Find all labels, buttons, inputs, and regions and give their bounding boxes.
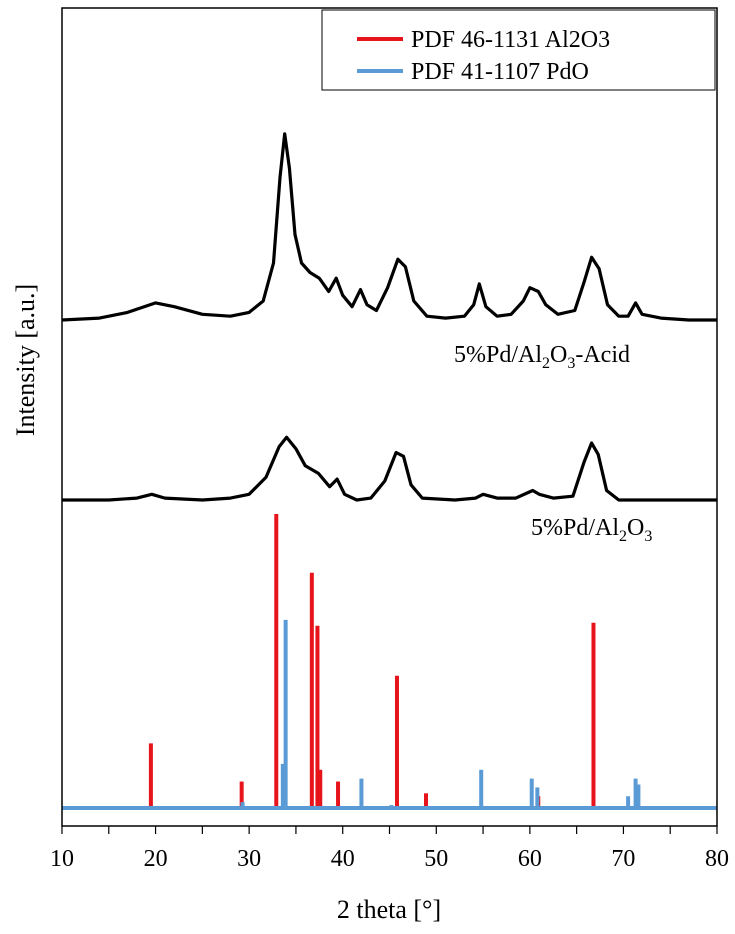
plot-frame (62, 8, 717, 826)
x-axis-ticks: 10 20 30 40 50 60 70 80 (50, 826, 729, 872)
sample-label-acid: 5%Pd/Al2O3-Acid (454, 342, 630, 372)
x-tick-label: 20 (144, 846, 168, 872)
y-axis-title: Intensity [a.u.] (11, 284, 40, 436)
x-tick-label: 10 (50, 846, 74, 872)
x-tick-label: 50 (424, 846, 448, 872)
x-tick-label: 80 (705, 846, 729, 872)
curve-pd-al2o3-acid (62, 134, 717, 320)
legend-label-al2o3: PDF 46-1131 Al2O3 (411, 27, 610, 53)
x-tick-label: 70 (611, 846, 635, 872)
reference-sticks (62, 514, 717, 808)
legend-label-pdo: PDF 41-1107 PdO (411, 59, 589, 85)
legend: PDF 46-1131 Al2O3 PDF 41-1107 PdO (322, 10, 715, 90)
diffraction-curves (62, 134, 717, 500)
x-tick-label: 60 (518, 846, 542, 872)
curve-pd-al2o3 (62, 437, 717, 500)
x-axis-title: 2 theta [°] (337, 895, 441, 924)
x-tick-label: 30 (237, 846, 261, 872)
sample-label-plain: 5%Pd/Al2O3 (531, 515, 652, 545)
x-tick-label: 40 (331, 846, 355, 872)
